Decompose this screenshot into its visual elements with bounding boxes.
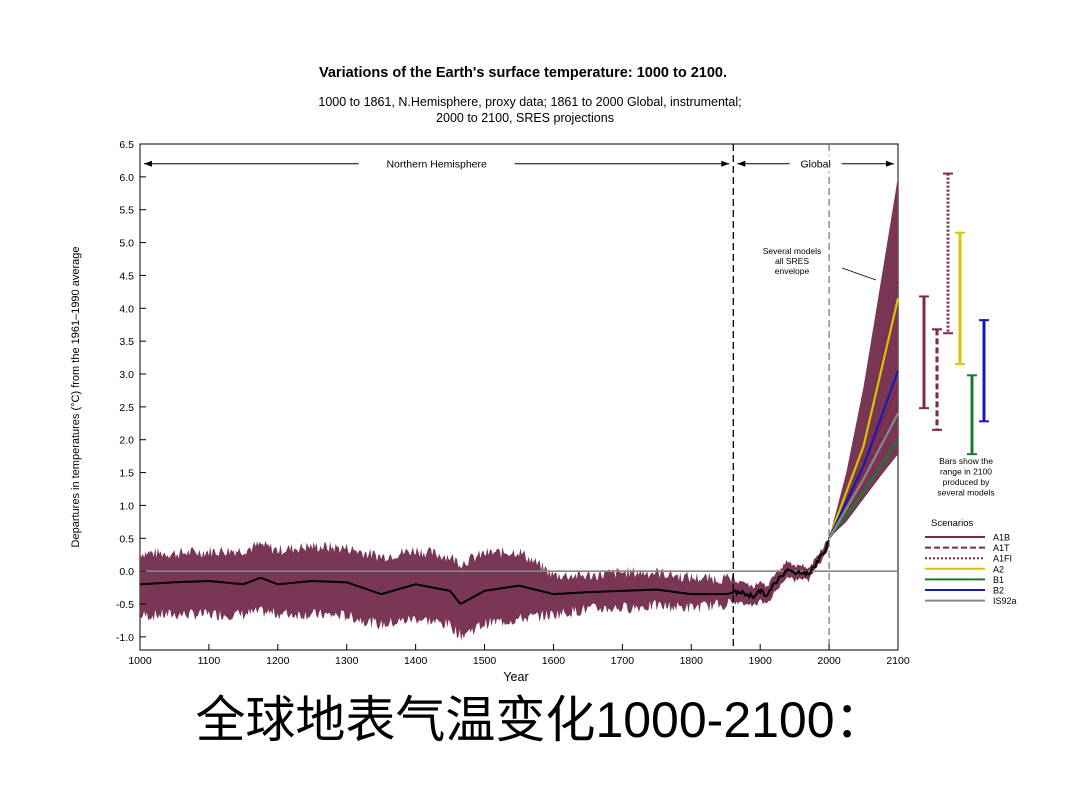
bars-annotation-line: several models	[937, 488, 994, 498]
y-tick-label: -0.5	[116, 599, 134, 611]
mean-temperature-line	[139, 539, 830, 605]
nh-span-arrow-left-arrowhead	[144, 160, 152, 167]
legend-label-b1: B1	[993, 575, 1004, 585]
envelope-annotation-pointer	[841, 267, 877, 281]
global-span-arrow-left-arrowhead	[737, 160, 746, 167]
slide-caption: 全球地表气温变化1000-2100：	[0, 680, 1080, 752]
chart-subtitle-line2: 2000 to 2100, SRES projections	[436, 111, 614, 125]
legend-label-a1t: A1T	[993, 543, 1010, 553]
nh-label-bg	[358, 155, 515, 172]
y-tick-label: 5.5	[119, 205, 134, 217]
y-tick-label: 0.5	[119, 533, 134, 545]
y-tick-label: 1.5	[119, 468, 134, 480]
envelope-annotation-line: Several models	[763, 246, 822, 256]
y-tick-label: 6.0	[119, 172, 134, 184]
scenario-line-b1	[828, 439, 899, 539]
global-label-bg	[789, 155, 842, 172]
x-tick-label: 2100	[886, 655, 910, 667]
legend-label-a1fi: A1FI	[993, 554, 1012, 564]
x-tick-label: 1200	[266, 655, 290, 667]
y-tick-label: 3.0	[119, 369, 134, 381]
bars-annotation-line: Bars show the	[939, 456, 993, 466]
scenario-line-is92a	[828, 412, 899, 539]
x-tick-label: 1000	[128, 655, 152, 667]
y-tick-label: -1.0	[116, 632, 134, 644]
historical-uncertainty-band	[140, 535, 830, 641]
temperature-chart: Variations of the Earth's surface temper…	[70, 65, 1017, 684]
nh-span-arrow-right-arrowhead	[721, 160, 730, 167]
caption-year-range: 1000-2100	[595, 692, 835, 748]
legend-label-a2: A2	[993, 564, 1004, 574]
bars-annotation-line: range in 2100	[940, 467, 992, 477]
legend-title: Scenarios	[931, 518, 973, 529]
y-tick-label: 3.5	[119, 336, 134, 348]
plot-area: Northern Hemisphere Global -1.0 -0.5 0.0 0.5 1…	[116, 139, 1017, 667]
x-tick-label: 1800	[680, 655, 704, 667]
global-span-arrow-right-arrowhead	[886, 160, 894, 167]
projection-envelope	[829, 176, 898, 539]
bars-annotation-line: produced by	[943, 477, 991, 487]
x-tick-label: 1100	[198, 655, 221, 667]
x-tick-label: 2000	[817, 655, 841, 667]
x-tick-label: 1600	[542, 655, 566, 667]
y-tick-label: 2.0	[119, 435, 134, 447]
chart-title: Variations of the Earth's surface temper…	[319, 65, 727, 81]
y-axis-label: Departures in temperatures (°C) from the…	[70, 247, 82, 548]
legend-label-a1b: A1B	[993, 533, 1010, 543]
x-tick-label: 1400	[404, 655, 428, 667]
y-tick-label: 5.0	[119, 238, 134, 250]
nh-region-label: Northern Hemisphere	[386, 159, 487, 171]
chart-subtitle-line1: 1000 to 1861, N.Hemisphere, proxy data; …	[318, 95, 741, 109]
scenario-line-a2	[828, 298, 900, 539]
y-tick-label: 2.5	[119, 402, 134, 414]
y-tick-label: 6.5	[119, 139, 134, 151]
caption-punctuation: ：	[834, 691, 885, 749]
x-axis-label: Year	[503, 670, 528, 684]
y-tick-label: 4.5	[119, 270, 134, 282]
legend-label-is92a: IS92a	[993, 596, 1017, 606]
caption-title: 全球地表气温变化	[195, 691, 596, 749]
y-tick-label: 0.0	[119, 566, 134, 578]
x-tick-label: 1300	[335, 655, 359, 667]
x-tick-label: 1500	[473, 655, 497, 667]
y-tick-label: 1.0	[119, 500, 134, 512]
legend-label-b2: B2	[993, 586, 1004, 596]
envelope-annotation-line: envelope	[775, 266, 810, 276]
x-tick-label: 1900	[749, 655, 773, 667]
scenario-line-b2	[828, 370, 900, 539]
x-tick-label: 1700	[611, 655, 635, 667]
y-tick-label: 4.0	[119, 303, 134, 315]
envelope-annotation-line: all SRES	[775, 256, 809, 266]
scenario-line-a1t	[828, 406, 899, 539]
global-region-label: Global	[800, 159, 830, 171]
